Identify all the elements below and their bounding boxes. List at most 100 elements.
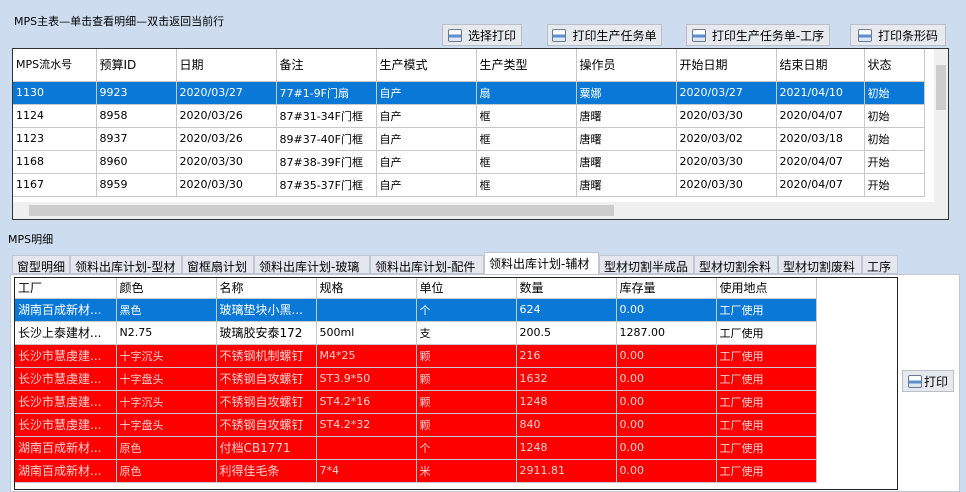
cell: 框 <box>476 150 577 174</box>
cell: 不锈钢自攻螺钉 <box>216 367 317 391</box>
column-header[interactable]: MPS流水号 <box>13 49 97 82</box>
select-print-button[interactable]: 选择打印 <box>442 24 522 46</box>
tab-2[interactable]: 窗框扇计划 <box>182 255 254 274</box>
tab-1[interactable]: 领料出库计划-型材 <box>70 255 182 274</box>
table-row[interactable]: 1124 8958 2020/03/26 87#31-34F门框 自产框唐曙 2020/0… <box>13 104 925 128</box>
column-header[interactable]: 结束日期 <box>776 49 865 82</box>
cell: 89#37-40F门框 <box>276 127 377 151</box>
cell: 0.00 <box>616 367 717 391</box>
cell: 2020/03/26 <box>176 127 277 151</box>
table-row[interactable]: 长沙市慧虔建... 十字沉头 不锈钢机制螺钉 M4*25 颗 216 0.00 工厂使用 <box>15 344 817 368</box>
vertical-scrollbar[interactable] <box>934 49 948 202</box>
cell: 工厂使用 <box>716 436 817 460</box>
tab-5[interactable]: 领料出库计划-辅材 <box>484 252 599 275</box>
tab-0[interactable]: 窗型明细 <box>12 255 70 274</box>
cell: 唐曙 <box>576 127 677 151</box>
cell: 不锈钢机制螺钉 <box>216 344 317 368</box>
table-row[interactable]: 长沙上泰建材... N2.75 玻璃胶安泰172 500ml 支 200.5 1287.00… <box>15 321 817 345</box>
column-header[interactable]: 开始日期 <box>676 49 777 82</box>
tab-8[interactable]: 型材切割废料 <box>778 255 862 274</box>
cell: 个 <box>416 298 517 322</box>
print-label: 打印 <box>923 374 948 389</box>
printer-icon <box>552 28 567 42</box>
cell: 77#1-9F门扇 <box>276 81 377 105</box>
cell: 利得佳毛条 <box>216 459 317 483</box>
column-header[interactable]: 预算ID <box>96 49 177 82</box>
column-header[interactable]: 名称 <box>216 278 317 299</box>
master-grid[interactable]: MPS流水号 预算ID 日期 备注 生产模式 生产类型 操作员 开始日期 结束日期 状态 1130 9… <box>12 48 949 220</box>
tab-7[interactable]: 型材切割余料 <box>694 255 778 274</box>
cell <box>316 298 417 322</box>
horizontal-scrollbar[interactable] <box>13 202 948 219</box>
cell: 2020/03/30 <box>676 150 777 174</box>
table-row[interactable]: 1130 9923 2020/03/27 77#1-9F门扇 自产扇粟娜 2020/03/… <box>13 81 925 105</box>
tab-3[interactable]: 领料出库计划-玻璃 <box>254 255 370 274</box>
cell: 自产 <box>376 104 477 128</box>
table-row[interactable]: 湖南百成新材... 原色 利得佳毛条 7*4 米 2911.81 0.00 工厂使用 <box>15 459 817 483</box>
column-header[interactable]: 操作员 <box>576 49 677 82</box>
print-barcode-button[interactable]: 打印条形码 <box>850 24 946 46</box>
cell: 长沙上泰建材... <box>15 321 117 345</box>
print-button[interactable]: 打印 <box>902 370 954 392</box>
column-header[interactable]: 单位 <box>416 278 517 299</box>
column-header[interactable]: 库存量 <box>616 278 717 299</box>
print-task-process-button[interactable]: 打印生产任务单-工序 <box>686 24 830 46</box>
cell: 湖南百成新材... <box>15 436 117 460</box>
cell: 支 <box>416 321 517 345</box>
cell: 开始 <box>864 150 925 174</box>
button-label: 打印条形码 <box>877 28 938 43</box>
tab-9[interactable]: 工序 <box>862 255 898 274</box>
cell: 十字盘头 <box>116 367 217 391</box>
cell: 0.00 <box>616 459 717 483</box>
cell: 自产 <box>376 173 477 197</box>
tab-4[interactable]: 领料出库计划-配件 <box>370 255 484 274</box>
cell: 颗 <box>416 390 517 414</box>
column-header[interactable]: 使用地点 <box>716 278 817 299</box>
column-header[interactable]: 工厂 <box>15 278 117 299</box>
table-row[interactable]: 湖南百成新材... 原色 付档CB1771 个 1248 0.00 工厂使用 <box>15 436 817 460</box>
column-header[interactable]: 数量 <box>516 278 617 299</box>
table-row[interactable]: 1123 8937 2020/03/26 89#37-40F门框 自产框唐曙 2020/0… <box>13 127 925 151</box>
cell: 2020/03/30 <box>676 173 777 197</box>
cell: 工厂使用 <box>716 321 817 345</box>
cell: 2020/04/07 <box>776 104 865 128</box>
table-row[interactable]: 长沙市慧虔建... 十字盘头 不锈钢自攻螺钉 ST3.9*50 颗 1632 0.00 工厂使… <box>15 367 817 391</box>
cell: 1130 <box>13 81 97 105</box>
detail-grid[interactable]: 工厂 颜色 名称 规格 单位 数量 库存量 使用地点 湖南百成新材... 黑色 玻璃垫块小黑... 个… <box>14 277 898 490</box>
table-row[interactable]: 1168 8960 2020/03/30 87#38-39F门框 自产框唐曙 2020/0… <box>13 150 925 174</box>
print-task-button[interactable]: 打印生产任务单 <box>547 24 662 46</box>
cell: ST4.2*16 <box>316 390 417 414</box>
column-header[interactable]: 颜色 <box>116 278 217 299</box>
column-header[interactable]: 日期 <box>176 49 277 82</box>
cell: 1168 <box>13 150 97 174</box>
cell: 840 <box>516 413 617 437</box>
cell: 框 <box>476 127 577 151</box>
table-row[interactable]: 湖南百成新材... 黑色 玻璃垫块小黑... 个 624 0.00 工厂使用 <box>15 298 817 322</box>
cell: 粟娜 <box>576 81 677 105</box>
button-label: 选择打印 <box>467 28 516 43</box>
cell: 长沙市慧虔建... <box>15 390 117 414</box>
cell: 工厂使用 <box>716 367 817 391</box>
column-header[interactable]: 备注 <box>276 49 377 82</box>
column-header[interactable]: 状态 <box>864 49 925 82</box>
cell: 工厂使用 <box>716 413 817 437</box>
cell: 1248 <box>516 390 617 414</box>
tab-6[interactable]: 型材切割半成品 <box>599 255 694 274</box>
cell: 8937 <box>96 127 177 151</box>
cell: 十字沉头 <box>116 390 217 414</box>
table-row[interactable]: 1167 8959 2020/03/30 87#35-37F门框 自产框唐曙 2020/0… <box>13 173 925 197</box>
printer-icon <box>857 28 872 42</box>
cell: 唐曙 <box>576 173 677 197</box>
table-row[interactable]: 长沙市慧虔建... 十字沉头 不锈钢自攻螺钉 ST4.2*16 颗 1248 0.00 工厂使… <box>15 390 817 414</box>
cell: 玻璃垫块小黑... <box>216 298 317 322</box>
cell: 扇 <box>476 81 577 105</box>
column-header[interactable]: 生产类型 <box>476 49 577 82</box>
table-row[interactable]: 长沙市慧虔建... 十字盘头 不锈钢自攻螺钉 ST4.2*32 颗 840 0.00 工厂使用 <box>15 413 817 437</box>
column-header[interactable]: 规格 <box>316 278 417 299</box>
cell: 0.00 <box>616 344 717 368</box>
cell: 颗 <box>416 413 517 437</box>
column-header[interactable]: 生产模式 <box>376 49 477 82</box>
cell: 原色 <box>116 459 217 483</box>
cell: 1123 <box>13 127 97 151</box>
cell: 200.5 <box>516 321 617 345</box>
